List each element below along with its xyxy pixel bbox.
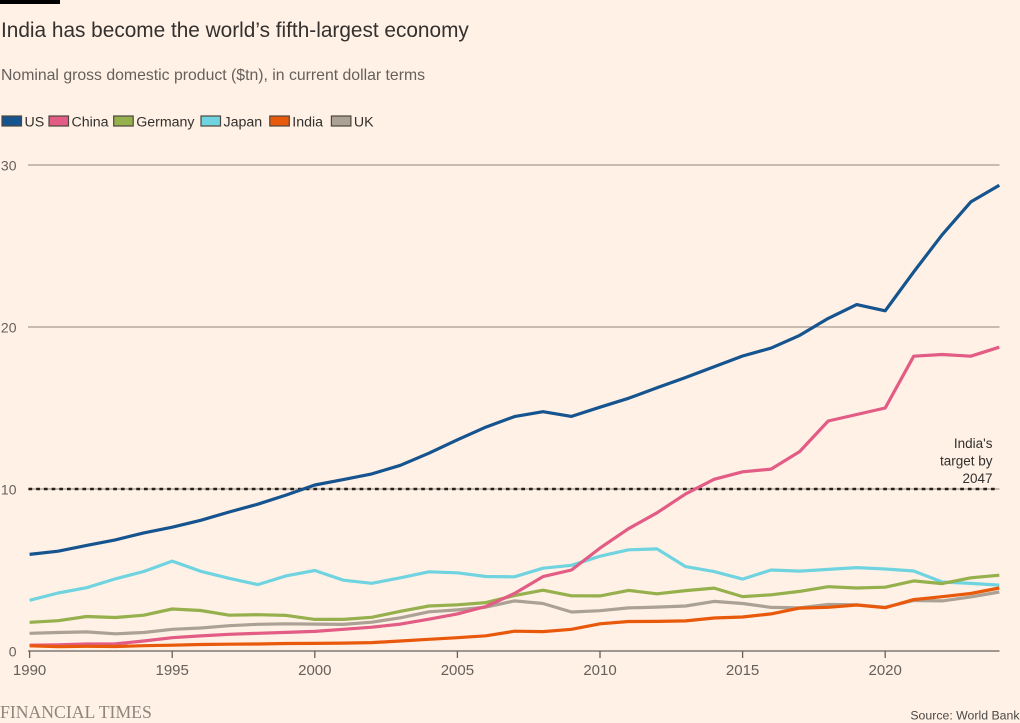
svg-text:FINANCIAL TIMES: FINANCIAL TIMES <box>0 702 152 722</box>
svg-text:Japan: Japan <box>224 115 263 131</box>
svg-text:US: US <box>25 115 45 131</box>
svg-text:10: 10 <box>1 482 17 498</box>
svg-text:UK: UK <box>354 115 374 131</box>
svg-text:2020: 2020 <box>869 662 902 679</box>
svg-text:1995: 1995 <box>156 662 189 679</box>
svg-text:1990: 1990 <box>13 662 46 679</box>
svg-text:30: 30 <box>1 158 17 174</box>
svg-text:2005: 2005 <box>441 662 474 679</box>
svg-text:Source: World Bank: Source: World Bank <box>910 709 1020 723</box>
svg-text:Nominal gross domestic product: Nominal gross domestic product ($tn), in… <box>1 67 425 84</box>
svg-text:India's: India's <box>954 436 993 451</box>
svg-text:target by: target by <box>940 454 993 469</box>
svg-text:China: China <box>72 115 109 131</box>
svg-text:2015: 2015 <box>726 662 759 679</box>
svg-text:2047: 2047 <box>962 471 992 486</box>
svg-text:20: 20 <box>1 320 17 336</box>
svg-text:Germany: Germany <box>136 115 195 131</box>
svg-text:India has become the world’s f: India has become the world’s fifth-large… <box>1 19 469 42</box>
svg-text:India: India <box>292 115 323 131</box>
svg-text:2010: 2010 <box>583 662 616 679</box>
svg-text:0: 0 <box>9 644 17 660</box>
svg-text:2000: 2000 <box>298 662 331 679</box>
